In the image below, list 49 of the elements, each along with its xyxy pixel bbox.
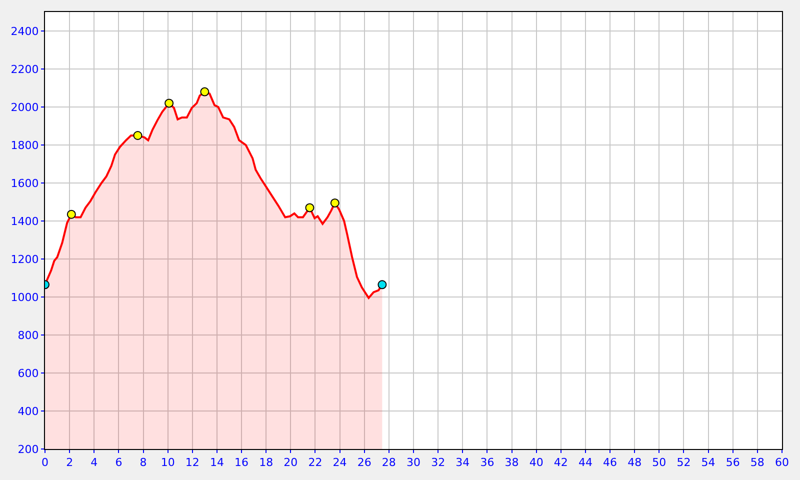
x-tick-label: 40 [529,456,544,470]
x-tick-label: 44 [578,456,592,470]
x-tick-label: 8 [140,456,147,470]
point [305,203,314,212]
x-tick-label: 32 [431,456,446,470]
y-tick-label: 1600 [10,176,39,190]
y-tick-label: 800 [18,328,39,342]
x-tick-label: 60 [775,456,789,470]
x-tick-label: 58 [750,456,764,470]
x-tick-label: 20 [284,456,298,470]
point [200,87,210,96]
y-tick-label: 1000 [10,290,39,304]
x-tick-label: 24 [332,456,347,470]
x-tick-label: 52 [676,456,691,470]
y-tick-label: 200 [18,442,39,456]
point [133,131,142,140]
y-tick-label: 400 [18,404,39,418]
x-tick-label: 54 [701,456,716,470]
y-tick-label: 600 [18,366,39,380]
x-tick-label: 26 [357,456,372,470]
x-tick-label: 48 [628,456,642,470]
x-tick-label: 28 [382,456,396,470]
x-tick-label: 12 [185,456,200,470]
x-tick-label: 0 [42,456,48,470]
x-tick-label: 34 [456,456,470,470]
point [164,98,174,108]
x-tick-label: 16 [234,456,249,470]
y-tick-label: 1400 [10,214,39,228]
x-tick-label: 30 [406,456,420,470]
x-tick-label: 2 [66,456,74,470]
point [330,198,340,208]
x-tick-label: 6 [115,456,122,470]
x-tick-label: 4 [90,456,98,470]
x-tick-label: 14 [210,456,224,470]
x-tick-label: 22 [308,456,322,470]
y-tick-label: 1800 [10,138,39,152]
point [66,210,76,219]
x-tick-label: 10 [160,456,175,470]
y-tick-label: 2000 [10,100,39,114]
x-tick-label: 18 [259,456,274,470]
x-tick-label: 38 [504,456,519,470]
x-tick-label: 50 [652,456,666,470]
y-tick-label: 2400 [10,24,39,38]
x-tick-label: 36 [480,456,494,470]
x-tick-label: 56 [726,456,740,470]
x-tick-label: 42 [554,456,568,470]
x-tick-label: 46 [603,456,618,470]
y-tick-label: 1200 [10,252,39,266]
y-tick-label: 2200 [10,62,39,76]
